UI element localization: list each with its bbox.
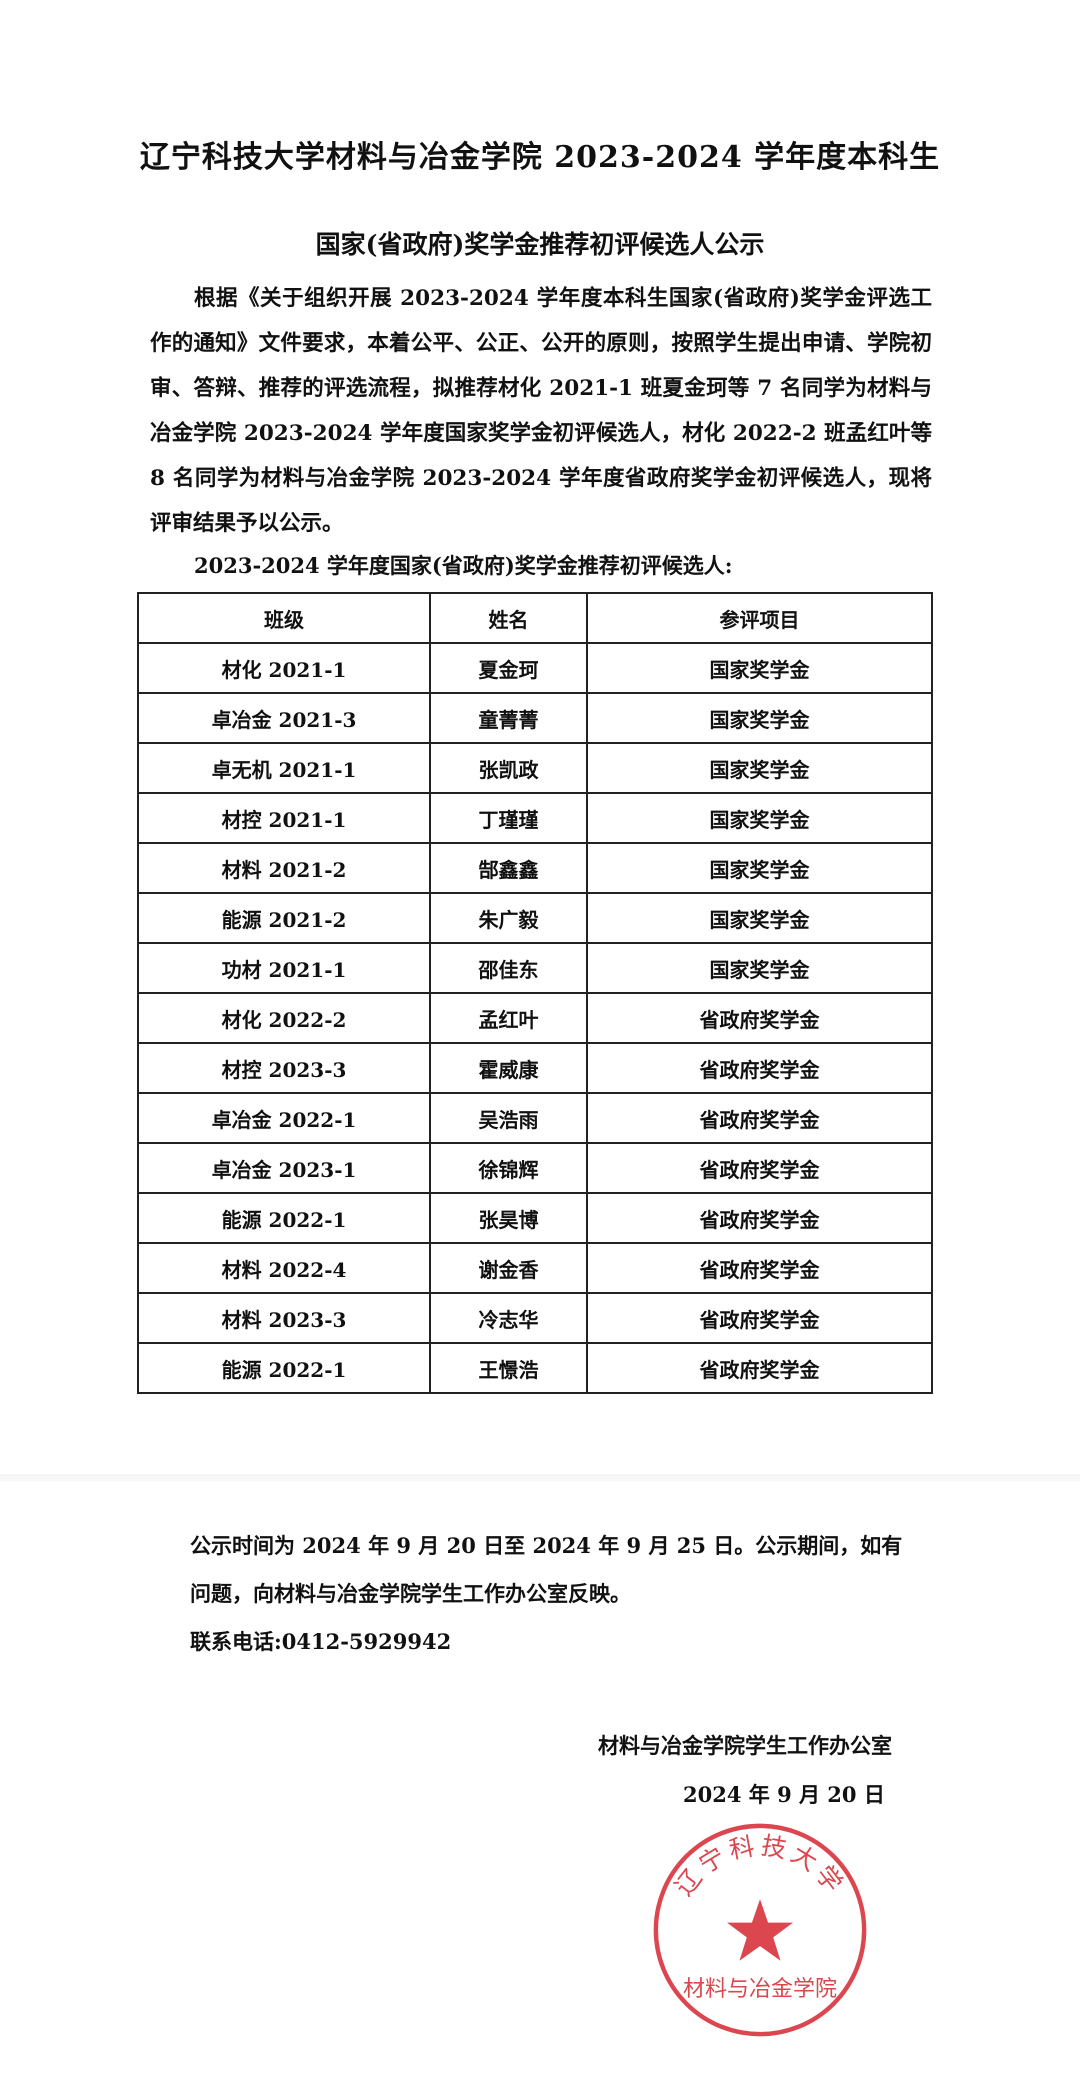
- table-row: 材料 2021-2 郜鑫鑫 国家奖学金: [137, 842, 933, 894]
- header-award: 参评项目: [586, 592, 933, 644]
- award-cell: 省政府奖学金: [586, 1042, 933, 1094]
- table-row: 材料 2023-3 冷志华 省政府奖学金: [137, 1292, 933, 1344]
- table-row: 卓冶金 2021-3 童菁菁 国家奖学金: [137, 692, 933, 744]
- official-seal: 辽宁科技大学 材料与冶金学院: [653, 1823, 867, 2037]
- name-cell: 朱广毅: [429, 892, 588, 944]
- class-cell: 材料 2021-2: [137, 842, 431, 894]
- class-cell: 卓无机 2021-1: [137, 742, 431, 794]
- contact-phone: 联系电话:0412-5929942: [190, 1629, 452, 1654]
- issue-date: 2024 年 9 月 20 日: [683, 1782, 885, 1807]
- issuer-signature: 材料与冶金学院学生工作办公室: [598, 1733, 892, 1758]
- class-cell: 能源 2021-2: [137, 892, 431, 944]
- document-subtitle: 国家(省政府)奖学金推荐初评候选人公示: [315, 230, 765, 259]
- class-cell: 功材 2021-1: [137, 942, 431, 994]
- table-row: 能源 2022-1 张昊博 省政府奖学金: [137, 1192, 933, 1244]
- award-cell: 国家奖学金: [586, 792, 933, 844]
- name-cell: 孟红叶: [429, 992, 588, 1044]
- class-cell: 材料 2023-3: [137, 1292, 431, 1344]
- header-name: 姓名: [429, 592, 588, 644]
- class-cell: 能源 2022-1: [137, 1342, 431, 1394]
- name-cell: 王憬浩: [429, 1342, 588, 1394]
- header-class: 班级: [137, 592, 431, 644]
- class-cell: 卓冶金 2023-1: [137, 1142, 431, 1194]
- body-paragraph: 根据《关于组织开展 2023-2024 学年度本科生国家(省政府)奖学金评选工作…: [150, 286, 932, 536]
- table-row: 材控 2023-3 霍威康 省政府奖学金: [137, 1042, 933, 1094]
- svg-text:辽宁科技大学: 辽宁科技大学: [669, 1831, 851, 1901]
- table-row: 能源 2021-2 朱广毅 国家奖学金: [137, 892, 933, 944]
- award-cell: 国家奖学金: [586, 742, 933, 794]
- award-cell: 省政府奖学金: [586, 1342, 933, 1394]
- name-cell: 吴浩雨: [429, 1092, 588, 1144]
- award-cell: 省政府奖学金: [586, 1142, 933, 1194]
- award-cell: 省政府奖学金: [586, 1292, 933, 1344]
- page-seam: [0, 1474, 1080, 1482]
- name-cell: 徐锦辉: [429, 1142, 588, 1194]
- table-row: 功材 2021-1 邵佳东 国家奖学金: [137, 942, 933, 994]
- name-cell: 霍威康: [429, 1042, 588, 1094]
- document-page: 辽宁科技大学材料与冶金学院 2023-2024 学年度本科生 国家(省政府)奖学…: [0, 140, 1080, 2037]
- class-cell: 能源 2022-1: [137, 1192, 431, 1244]
- table-header-row: 班级 姓名 参评项目: [137, 592, 933, 644]
- award-cell: 省政府奖学金: [586, 1192, 933, 1244]
- table-row: 卓冶金 2022-1 吴浩雨 省政府奖学金: [137, 1092, 933, 1144]
- class-cell: 材化 2022-2: [137, 992, 431, 1044]
- class-cell: 材料 2022-4: [137, 1242, 431, 1294]
- table-row: 能源 2022-1 王憬浩 省政府奖学金: [137, 1342, 933, 1394]
- table-row: 材料 2022-4 谢金香 省政府奖学金: [137, 1242, 933, 1294]
- award-cell: 省政府奖学金: [586, 1242, 933, 1294]
- name-cell: 张凯政: [429, 742, 588, 794]
- name-cell: 张昊博: [429, 1192, 588, 1244]
- name-cell: 童菁菁: [429, 692, 588, 744]
- class-cell: 材化 2021-1: [137, 642, 431, 694]
- candidate-table: 班级 姓名 参评项目 材化 2021-1 夏金珂 国家奖学金 卓冶金 2021-3 童菁…: [137, 592, 933, 1394]
- table-row: 卓冶金 2023-1 徐锦辉 省政府奖学金: [137, 1142, 933, 1194]
- class-cell: 材控 2021-1: [137, 792, 431, 844]
- name-cell: 郜鑫鑫: [429, 842, 588, 894]
- table-row: 材化 2022-2 孟红叶 省政府奖学金: [137, 992, 933, 1044]
- award-cell: 国家奖学金: [586, 692, 933, 744]
- name-cell: 邵佳东: [429, 942, 588, 994]
- name-cell: 夏金珂: [429, 642, 588, 694]
- table-caption: 2023-2024 学年度国家(省政府)奖学金推荐初评候选人:: [194, 553, 733, 578]
- notice-paragraph: 公示时间为 2024 年 9 月 20 日至 2024 年 9 月 25 日。公…: [190, 1533, 903, 1606]
- table-row: 材控 2021-1 丁瑾瑾 国家奖学金: [137, 792, 933, 844]
- svg-text:材料与冶金学院: 材料与冶金学院: [683, 1977, 837, 2002]
- table-row: 材化 2021-1 夏金珂 国家奖学金: [137, 642, 933, 694]
- class-cell: 卓冶金 2022-1: [137, 1092, 431, 1144]
- award-cell: 国家奖学金: [586, 892, 933, 944]
- name-cell: 丁瑾瑾: [429, 792, 588, 844]
- name-cell: 冷志华: [429, 1292, 588, 1344]
- class-cell: 卓冶金 2021-3: [137, 692, 431, 744]
- award-cell: 省政府奖学金: [586, 1092, 933, 1144]
- award-cell: 省政府奖学金: [586, 992, 933, 1044]
- class-cell: 材控 2023-3: [137, 1042, 431, 1094]
- name-cell: 谢金香: [429, 1242, 588, 1294]
- award-cell: 国家奖学金: [586, 842, 933, 894]
- table-row: 卓无机 2021-1 张凯政 国家奖学金: [137, 742, 933, 794]
- document-title: 辽宁科技大学材料与冶金学院 2023-2024 学年度本科生: [139, 140, 941, 175]
- award-cell: 国家奖学金: [586, 642, 933, 694]
- award-cell: 国家奖学金: [586, 942, 933, 994]
